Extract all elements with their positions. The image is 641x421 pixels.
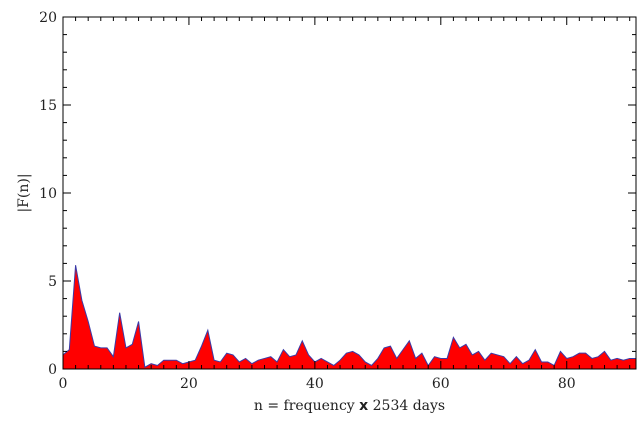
y-tick-label: 15 xyxy=(39,98,57,114)
x-tick-label: 60 xyxy=(432,376,450,392)
axis-ticks xyxy=(62,16,636,370)
x-tick-labels: 0 20 40 60 80 xyxy=(59,376,576,392)
area-fill xyxy=(62,265,636,369)
y-tick-labels: 0 5 10 15 20 xyxy=(39,10,57,378)
y-tick-label: 5 xyxy=(48,274,57,290)
series-line-0 xyxy=(62,265,636,369)
y-tick-label: 0 xyxy=(48,362,57,378)
x-tick-label: 20 xyxy=(180,376,198,392)
y-tick-label: 20 xyxy=(39,10,57,26)
plot-frame xyxy=(62,16,637,370)
x-axis-label-times: x xyxy=(359,398,368,414)
x-axis-label: n = frequency x 2534 days xyxy=(254,398,445,414)
x-tick-label: 80 xyxy=(558,376,576,392)
area-series-0 xyxy=(63,265,636,369)
y-axis-label: |F(n)| xyxy=(16,173,32,212)
x-tick-label: 0 xyxy=(59,376,68,392)
y-tick-label: 10 xyxy=(39,186,57,202)
x-axis-label-part-1: n = frequency xyxy=(254,398,359,414)
x-axis-label-part-2: 2534 days xyxy=(368,398,445,414)
x-tick-label: 40 xyxy=(306,376,324,392)
